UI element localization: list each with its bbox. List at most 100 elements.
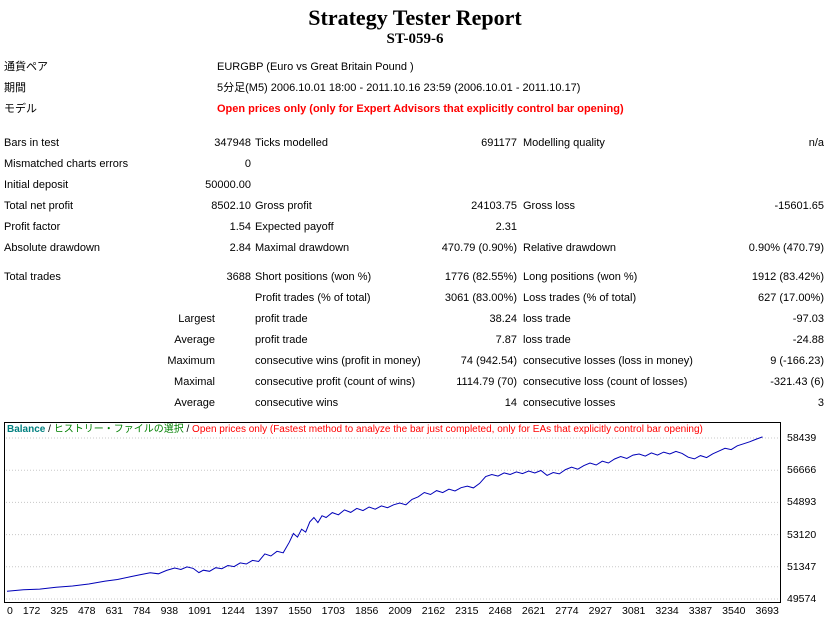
chart-plot-area: Balance / ヒストリー・ファイルの選択 / Open prices on… xyxy=(4,422,781,603)
expert-name: ST-059-6 xyxy=(386,31,444,47)
model-note-label: Open prices only (Fastest method to anal… xyxy=(192,424,703,435)
stat-label: Absolute drawdown xyxy=(4,242,101,254)
stat-label: Gross loss xyxy=(523,200,575,212)
stat-label: Profit trades (% of total) xyxy=(255,292,371,304)
x-axis-label: 3081 xyxy=(622,605,646,617)
stat-value: 1.54 xyxy=(229,221,251,233)
symbol-value: EURGBP (Euro vs Great Britain Pound ) xyxy=(217,61,414,73)
stat-label: consecutive wins xyxy=(255,397,339,409)
x-axis-label: 2774 xyxy=(555,605,579,617)
table-row: モデル Open prices only (only for Expert Ad… xyxy=(4,99,822,120)
stat-value: n/a xyxy=(808,137,824,149)
table-row: Total net profit 8502.10 Gross profit 24… xyxy=(4,196,824,217)
stat-value: 24103.75 xyxy=(471,200,517,212)
stat-label: Long positions (won %) xyxy=(523,271,638,283)
table-row: Bars in test 347948 Ticks modelled 69117… xyxy=(4,133,824,154)
y-axis-label: 58439 xyxy=(787,432,817,444)
y-axis-label: 54893 xyxy=(787,496,817,509)
stat-value: 1776 (82.55%) xyxy=(444,271,517,283)
stat-value: -15601.65 xyxy=(774,200,824,212)
stat-label: Ticks modelled xyxy=(255,137,328,149)
stat-label: consecutive losses (loss in money) xyxy=(523,355,693,367)
stat-label: consecutive profit (count of wins) xyxy=(255,376,416,388)
stat-value: -24.88 xyxy=(792,334,824,346)
stat-label: loss trade xyxy=(523,334,571,346)
stat-label: Loss trades (% of total) xyxy=(523,292,637,304)
stat-value: 2.84 xyxy=(229,242,251,254)
stat-label: profit trade xyxy=(255,334,308,346)
period-value: 5分足(M5) 2006.10.01 18:00 - 2011.10.16 23… xyxy=(217,82,581,94)
spacer-row xyxy=(4,259,824,267)
stat-label: Initial deposit xyxy=(4,179,69,191)
x-axis-label: 3387 xyxy=(688,605,713,617)
model-value: Open prices only (only for Expert Adviso… xyxy=(217,103,624,115)
stat-value: 14 xyxy=(504,397,517,409)
table-row: Absolute drawdown 2.84 Maximal drawdown … xyxy=(4,238,824,259)
y-axis-label: 53120 xyxy=(787,528,817,541)
stat-label: Maximal xyxy=(174,376,215,388)
x-axis-label: 478 xyxy=(77,605,96,617)
y-axis: 58439 56666 54893 53120 51347 49574 xyxy=(785,422,826,605)
stat-value: 7.87 xyxy=(495,334,517,346)
stat-value: 2.31 xyxy=(495,221,517,233)
stat-value: 8502.10 xyxy=(211,200,251,212)
stat-label: Modelling quality xyxy=(523,137,605,149)
y-axis-label: 51347 xyxy=(787,560,817,573)
stat-label: consecutive wins (profit in money) xyxy=(255,355,421,367)
x-axis-label: 784 xyxy=(133,605,151,617)
table-row: 通貨ペア EURGBP (Euro vs Great Britain Pound… xyxy=(4,57,822,78)
table-row: Average profit trade 7.87 loss trade -24… xyxy=(4,330,824,351)
results-table: Bars in test 347948 Ticks modelled 69117… xyxy=(4,133,824,414)
setting-label: モデル xyxy=(4,103,37,115)
x-axis-label: 631 xyxy=(105,605,124,617)
stat-label: Mismatched charts errors xyxy=(4,158,129,170)
x-axis-label: 325 xyxy=(50,605,68,617)
y-axis-label: 49574 xyxy=(787,593,817,605)
x-axis-label: 2315 xyxy=(455,605,479,617)
x-axis-label: 1397 xyxy=(254,605,279,617)
x-axis-label: 3693 xyxy=(755,605,779,617)
stat-label: Profit factor xyxy=(4,221,61,233)
x-axis-label: 938 xyxy=(160,605,179,617)
stat-value: 3061 (83.00%) xyxy=(444,292,517,304)
stat-label: profit trade xyxy=(255,313,308,325)
stat-value: 3688 xyxy=(226,271,251,283)
stat-label: Short positions (won %) xyxy=(255,271,372,283)
x-axis-label: 3234 xyxy=(655,605,679,617)
stat-value: -97.03 xyxy=(792,313,824,325)
stat-label: Maximal drawdown xyxy=(255,242,350,254)
stat-value: 3 xyxy=(817,397,824,409)
chart-legend: Balance / ヒストリー・ファイルの選択 / Open prices on… xyxy=(7,424,703,436)
stat-label: Average xyxy=(174,334,215,346)
stat-label: Expected payoff xyxy=(255,221,334,233)
stat-label: Total trades xyxy=(4,271,61,283)
stat-value: 470.79 (0.90%) xyxy=(441,242,517,254)
x-axis-label: 3540 xyxy=(722,605,746,617)
history-file-label: ヒストリー・ファイルの選択 xyxy=(53,424,184,435)
stat-value: 74 (942.54) xyxy=(460,355,517,367)
stat-label: Maximum xyxy=(167,355,215,367)
x-axis-label: 2162 xyxy=(421,605,446,617)
x-axis-label: 1091 xyxy=(188,605,212,617)
stat-label: Average xyxy=(174,397,215,409)
stat-value: 0.90% (470.79) xyxy=(748,242,824,254)
stat-value: -321.43 (6) xyxy=(770,376,824,388)
x-axis-label: 2009 xyxy=(388,605,412,617)
balance-series-label: Balance xyxy=(7,424,46,435)
stat-value: 9 (-166.23) xyxy=(770,355,824,367)
stat-label: consecutive losses xyxy=(523,397,616,409)
legend-separator: / xyxy=(183,424,193,435)
table-row: Profit trades (% of total) 3061 (83.00%)… xyxy=(4,288,824,309)
legend-separator: / xyxy=(45,424,54,435)
stat-label: Bars in test xyxy=(4,137,60,149)
table-row: Average consecutive wins 14 consecutive … xyxy=(4,393,824,414)
stat-value: 1912 (83.42%) xyxy=(751,271,824,283)
y-axis-label: 56666 xyxy=(787,464,817,477)
x-axis-label: 2468 xyxy=(488,605,512,617)
x-axis-label: 2927 xyxy=(588,605,612,617)
x-axis-label: 0 xyxy=(7,605,13,617)
stat-label: Total net profit xyxy=(4,200,74,212)
stat-label: Relative drawdown xyxy=(523,242,616,254)
x-axis-label: 1550 xyxy=(288,605,312,617)
